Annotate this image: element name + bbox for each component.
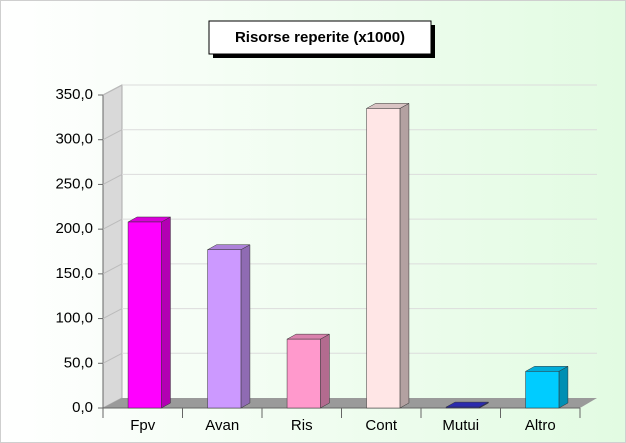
x-tick-label: Avan xyxy=(205,417,239,434)
floor xyxy=(103,398,597,408)
y-tick-label: 200,0 xyxy=(55,220,93,237)
x-tick-label: Ris xyxy=(291,417,313,434)
y-tick-label: 50,0 xyxy=(64,354,93,371)
bar xyxy=(445,406,480,409)
grid-line-wall xyxy=(102,308,123,320)
grid-line-wall xyxy=(102,129,123,141)
x-tick-label: Fpv xyxy=(130,417,156,434)
y-tick-label: 150,0 xyxy=(55,265,93,282)
y-tick-label: 0,0 xyxy=(72,399,93,416)
chart-title: Risorse reperite (x1000) xyxy=(235,29,405,46)
title-box xyxy=(208,20,432,55)
grid-line-wall xyxy=(102,263,123,275)
bar-side xyxy=(161,216,171,409)
y-tick-label: 300,0 xyxy=(55,131,93,148)
x-tick-label: Altro xyxy=(525,417,556,434)
bar xyxy=(286,338,321,409)
bar xyxy=(366,108,401,409)
grid-line-wall xyxy=(102,352,123,364)
bar xyxy=(207,249,242,409)
left-wall xyxy=(102,84,123,409)
bar-side xyxy=(399,102,410,409)
y-tick-label: 250,0 xyxy=(55,175,93,192)
x-tick-label: Mutui xyxy=(442,417,479,434)
y-tick-label: 350,0 xyxy=(55,86,93,103)
bar xyxy=(525,371,560,409)
bar-side xyxy=(320,333,330,409)
bar-side xyxy=(240,244,251,409)
bar-side xyxy=(558,365,569,409)
bar xyxy=(127,221,162,409)
x-tick-label: Cont xyxy=(365,417,398,434)
grid-line-wall xyxy=(102,173,123,185)
grid-line-wall xyxy=(102,84,123,96)
y-tick-label: 100,0 xyxy=(55,310,93,327)
grid-line-wall xyxy=(102,218,123,230)
